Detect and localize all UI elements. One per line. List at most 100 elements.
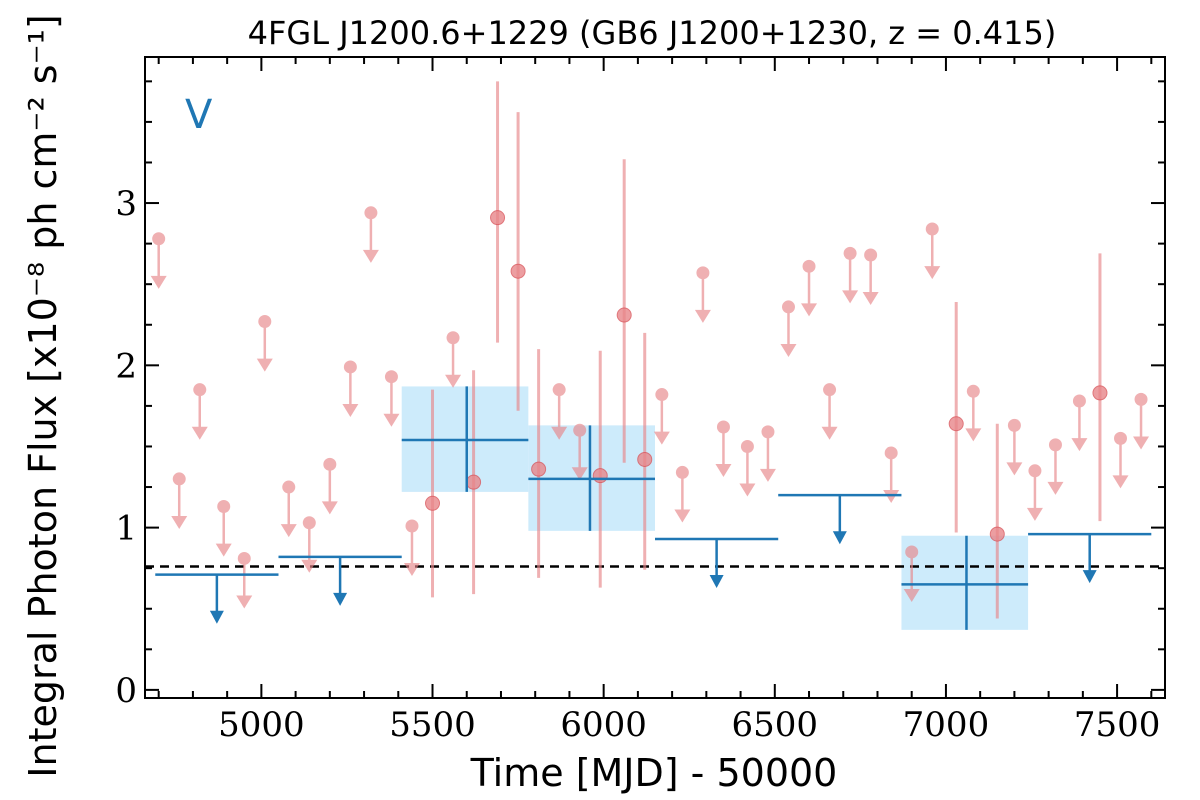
short-bin-upper-limit <box>715 420 732 478</box>
long-bin-boxes <box>401 386 1029 630</box>
upper-limit-marker <box>843 246 857 260</box>
upper-limit-marker <box>364 206 378 220</box>
x-axis-label: Time [MJD] - 50000 <box>470 751 838 795</box>
upper-limit-arrowhead <box>903 589 920 603</box>
long-bin-upper-limit <box>278 555 402 606</box>
short-bin-upper-limit <box>842 246 859 304</box>
short-bin-upper-limit <box>236 551 253 609</box>
long-upper-limit-arrowhead <box>832 531 847 545</box>
short-bin-upper-limit <box>801 259 818 317</box>
upper-limit-marker <box>925 222 939 236</box>
upper-limit-arrowhead <box>1112 475 1129 489</box>
upper-limit-marker <box>343 360 357 374</box>
upper-limit-marker <box>573 423 587 437</box>
upper-limit-arrowhead <box>924 266 941 280</box>
upper-limit-arrowhead <box>342 404 359 418</box>
short-bin-detection <box>490 81 506 343</box>
short-bin-upper-limit <box>674 465 691 523</box>
short-bin-upper-limit <box>551 383 568 440</box>
upper-limit-marker <box>1114 431 1128 445</box>
short-bin-upper-limit <box>1112 431 1129 489</box>
upper-limit-arrowhead <box>842 290 859 304</box>
upper-limit-arrowhead <box>191 426 208 440</box>
short-bin-upper-limit <box>694 266 711 323</box>
upper-limit-arrowhead <box>150 275 167 289</box>
x-tick-label: 6500 <box>732 705 819 745</box>
short-bin-upper-limit <box>862 248 879 306</box>
upper-limit-marker <box>1007 418 1021 432</box>
upper-limit-arrowhead <box>171 515 188 529</box>
short-bin-upper-limit <box>653 388 670 445</box>
detection-marker <box>466 474 482 490</box>
panel-label: V <box>185 92 213 138</box>
detection-marker <box>1092 385 1108 401</box>
detection-marker <box>490 210 506 226</box>
short-bin-upper-limit <box>883 446 900 504</box>
upper-limit-marker <box>302 516 316 530</box>
upper-limit-marker <box>217 500 231 514</box>
upper-limit-arrowhead <box>801 303 818 317</box>
long-bin-detection <box>901 535 1029 630</box>
short-bin-upper-limit <box>571 423 588 481</box>
upper-limit-marker <box>193 383 207 397</box>
upper-limit-arrowhead <box>256 358 273 372</box>
long-bin-upper-limit <box>155 573 279 624</box>
y-axis-label: Integral Photon Flux [x10⁻⁸ ph cm⁻² s⁻¹] <box>21 14 65 777</box>
long-upper-limit-arrowhead <box>333 592 348 606</box>
upper-limit-marker <box>446 331 460 345</box>
short-bin-upper-limit <box>342 360 359 418</box>
short-bin-upper-limit <box>1071 394 1088 452</box>
upper-limit-arrowhead <box>780 343 797 357</box>
upper-limit-arrowhead <box>1026 507 1043 521</box>
upper-limit-arrowhead <box>759 468 776 482</box>
y-tick-label: 2 <box>115 346 137 386</box>
x-tick-label: 7500 <box>1074 705 1161 745</box>
y-tick-label: 1 <box>115 509 137 549</box>
short-bin-detection <box>531 349 547 578</box>
upper-limit-marker <box>740 439 754 453</box>
upper-limit-arrowhead <box>551 426 568 440</box>
short-bin-upper-limit <box>256 315 273 372</box>
upper-limit-marker <box>823 383 837 397</box>
upper-limit-marker <box>282 480 296 494</box>
upper-limit-marker <box>1048 438 1062 452</box>
long-upper-limit-arrowhead <box>1082 570 1097 584</box>
upper-limit-arrowhead <box>301 559 318 573</box>
short-bin-upper-limit <box>362 206 379 263</box>
long-bin-points <box>155 386 1152 630</box>
short-bin-upper-limit <box>965 384 982 442</box>
short-bin-upper-limit <box>759 425 776 482</box>
upper-limit-arrowhead <box>694 309 711 323</box>
plot-frame <box>144 56 1166 699</box>
short-bin-upper-limit <box>821 383 838 440</box>
y-tick-label: 0 <box>115 671 137 711</box>
upper-limit-arrowhead <box>445 374 462 388</box>
detection-marker <box>948 416 964 432</box>
upper-limit-marker <box>1072 394 1086 408</box>
detection-marker <box>616 307 632 323</box>
short-bin-upper-limit <box>1047 438 1064 495</box>
short-bin-upper-limit <box>150 232 167 289</box>
upper-limit-marker <box>258 315 272 329</box>
axes: 5000 5500 6000 6500 7000 7500 0 1 2 3 <box>115 56 1166 745</box>
upper-limit-arrowhead <box>321 501 338 515</box>
upper-limit-arrowhead <box>403 563 420 577</box>
upper-limit-marker <box>323 457 337 471</box>
upper-limit-marker <box>552 383 566 397</box>
upper-limit-marker <box>655 388 669 402</box>
upper-limit-arrowhead <box>1133 436 1150 450</box>
short-bin-upper-limit <box>1026 464 1043 521</box>
upper-limit-marker <box>802 259 816 273</box>
upper-limit-marker <box>237 551 251 565</box>
detection-marker <box>531 461 547 477</box>
upper-limit-arrowhead <box>383 413 400 427</box>
upper-limit-marker <box>864 248 878 262</box>
x-tick-label: 7000 <box>903 705 990 745</box>
upper-limit-marker <box>1134 392 1148 406</box>
upper-limit-marker <box>675 465 689 479</box>
short-bin-upper-limit <box>280 480 297 538</box>
long-bin-upper-limit <box>1028 532 1152 584</box>
upper-limit-marker <box>781 300 795 314</box>
upper-limit-marker <box>761 425 775 439</box>
upper-limit-arrowhead <box>571 467 588 481</box>
